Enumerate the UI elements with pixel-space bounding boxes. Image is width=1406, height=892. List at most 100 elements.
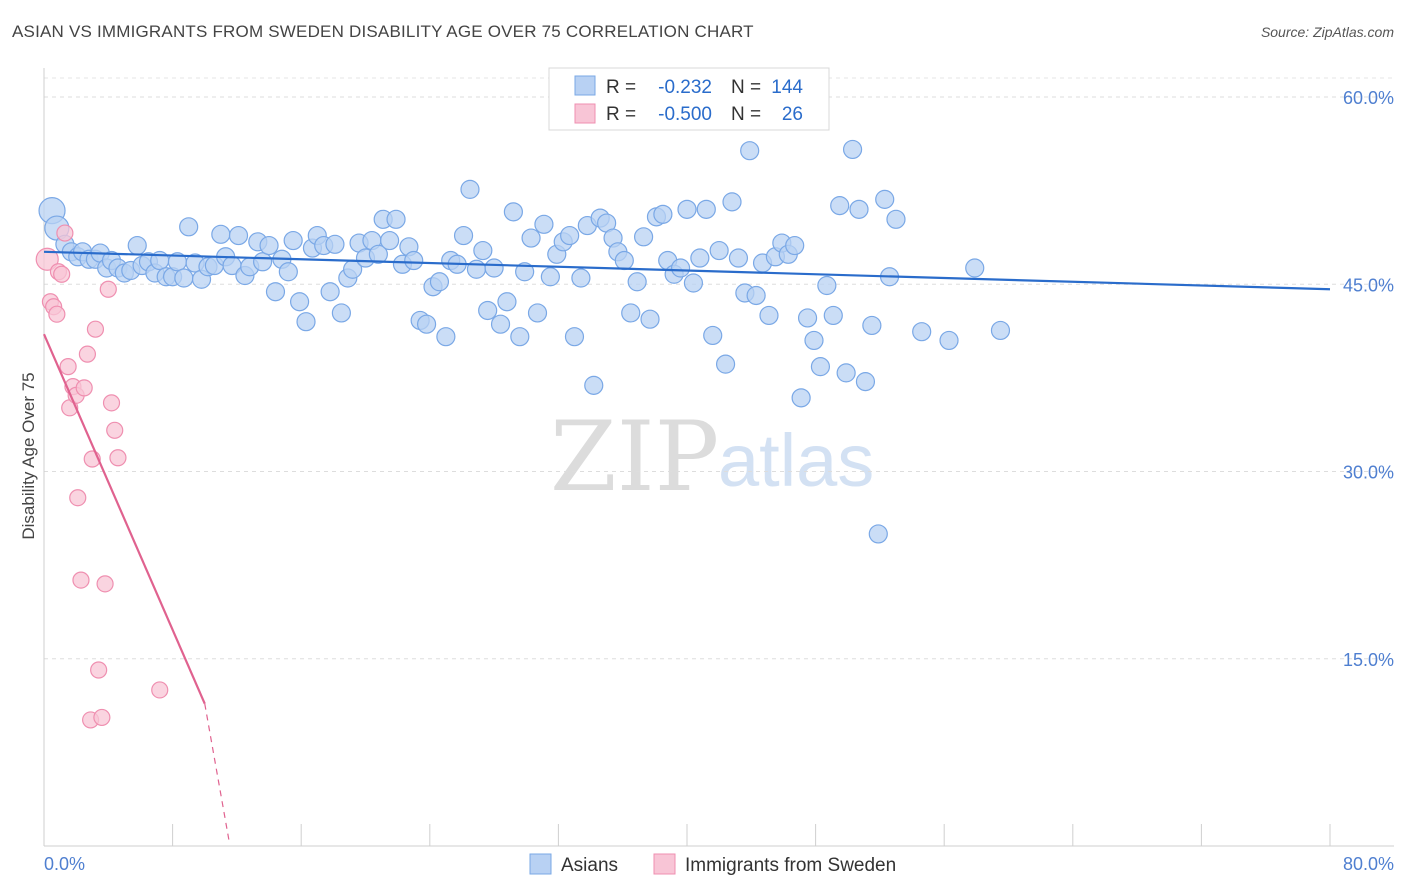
- asians-point: [939, 330, 959, 351]
- legend-bottom-label-asians: Asians: [561, 855, 618, 876]
- legend-n-label-2: N =: [731, 104, 761, 125]
- legend-swatch-asians: [574, 75, 596, 96]
- asians-point: [540, 267, 560, 287]
- asians-point: [810, 357, 831, 377]
- asians-point: [527, 303, 548, 323]
- asians-point: [785, 235, 805, 256]
- legend-r-label-1: R =: [606, 77, 636, 98]
- asians-point: [728, 248, 749, 268]
- asians-point: [614, 250, 634, 271]
- asians-point: [211, 224, 231, 244]
- asians-point: [696, 199, 716, 219]
- sweden-point: [48, 305, 66, 323]
- sweden-point: [56, 224, 74, 242]
- x-tick-label-max: 80.0%: [1343, 854, 1394, 874]
- sweden-point: [78, 345, 97, 363]
- legend-swatch-sweden: [574, 103, 596, 124]
- asians-point: [436, 327, 456, 347]
- asians-point: [653, 204, 673, 224]
- sweden-point: [53, 265, 71, 283]
- legend-r-value-1: -0.232: [658, 77, 712, 98]
- sweden-point: [109, 449, 127, 467]
- asians-point: [320, 282, 340, 302]
- asians-point: [228, 225, 249, 246]
- legend-n-value-1: 144: [771, 77, 803, 98]
- asians-point: [804, 330, 824, 351]
- asians-point: [842, 139, 863, 160]
- legend-stats: R = -0.232 N = 144 R = -0.500 N = 26: [548, 67, 830, 131]
- asians-point: [855, 372, 876, 392]
- asians-point: [534, 214, 554, 234]
- asians-point: [497, 292, 517, 312]
- asians-point: [868, 524, 888, 544]
- asians-point: [127, 235, 147, 256]
- asians-point: [503, 202, 523, 222]
- asians-point: [416, 314, 437, 334]
- asians-point: [797, 308, 818, 328]
- asians-point: [571, 268, 591, 288]
- sweden-point: [151, 681, 169, 699]
- x-tick-label-min: 0.0%: [44, 854, 85, 874]
- asians-point: [715, 354, 736, 374]
- sweden-point: [99, 280, 117, 298]
- asians-point: [791, 388, 811, 408]
- asians-point: [912, 322, 932, 342]
- asians-point: [621, 303, 641, 323]
- y-tick-label: 60.0%: [1343, 88, 1394, 108]
- asians-point: [331, 303, 351, 323]
- asians-point: [174, 268, 194, 288]
- asians-point: [453, 225, 474, 246]
- asians-point: [817, 275, 837, 296]
- asians-point: [179, 217, 199, 237]
- asians-point: [429, 272, 450, 292]
- sweden-point: [75, 379, 93, 397]
- asians-point: [722, 192, 742, 212]
- asians-point: [670, 258, 691, 278]
- asians-point: [490, 314, 511, 334]
- y-tick-labels: 15.0% 30.0% 45.0% 60.0%: [1343, 88, 1394, 670]
- asians-point: [633, 227, 654, 247]
- asians-point: [278, 262, 298, 282]
- sweden-trendline: [42, 333, 206, 705]
- asians-point: [521, 228, 541, 248]
- sweden-point: [96, 575, 114, 593]
- asians-point: [965, 258, 985, 278]
- asians-point: [473, 240, 493, 261]
- asians-point: [564, 327, 585, 347]
- asians-point: [560, 225, 580, 246]
- asians-point: [703, 325, 723, 346]
- legend-bottom-swatch-sweden: [653, 853, 676, 875]
- asians-point: [510, 327, 530, 347]
- sweden-point: [35, 247, 59, 271]
- asians-point: [709, 240, 729, 261]
- asians-point: [296, 312, 316, 332]
- asians-point: [823, 305, 843, 326]
- asians-point: [830, 196, 850, 216]
- y-axis-title: Disability Age Over 75: [19, 372, 38, 539]
- y-tick-label: 45.0%: [1343, 275, 1394, 295]
- asians-point: [478, 300, 498, 321]
- asians-point: [283, 230, 303, 251]
- asians-trendline: [43, 250, 1331, 291]
- legend-bottom-swatch-asians: [529, 853, 552, 875]
- asians-point: [640, 309, 660, 329]
- asians-point: [677, 199, 697, 219]
- asians-point: [862, 315, 882, 336]
- watermark-atlas: atlas: [718, 419, 874, 502]
- asians-point: [836, 363, 856, 383]
- asians-point: [466, 259, 487, 279]
- asians-point: [683, 273, 704, 293]
- legend-r-value-2: -0.500: [658, 104, 712, 125]
- asians-point: [746, 285, 766, 306]
- trendlines: [42, 250, 1331, 840]
- asians-point: [990, 320, 1011, 341]
- asians-point: [386, 209, 406, 229]
- legend-n-label-1: N =: [731, 77, 761, 98]
- y-tick-label: 15.0%: [1343, 650, 1394, 670]
- chart-source: Source: ZipAtlas.com: [1260, 24, 1394, 40]
- chart-title: ASIAN VS IMMIGRANTS FROM SWEDEN DISABILI…: [12, 22, 754, 41]
- asians-point: [368, 244, 388, 264]
- sweden-point: [90, 661, 108, 679]
- y-tick-label: 30.0%: [1343, 463, 1394, 483]
